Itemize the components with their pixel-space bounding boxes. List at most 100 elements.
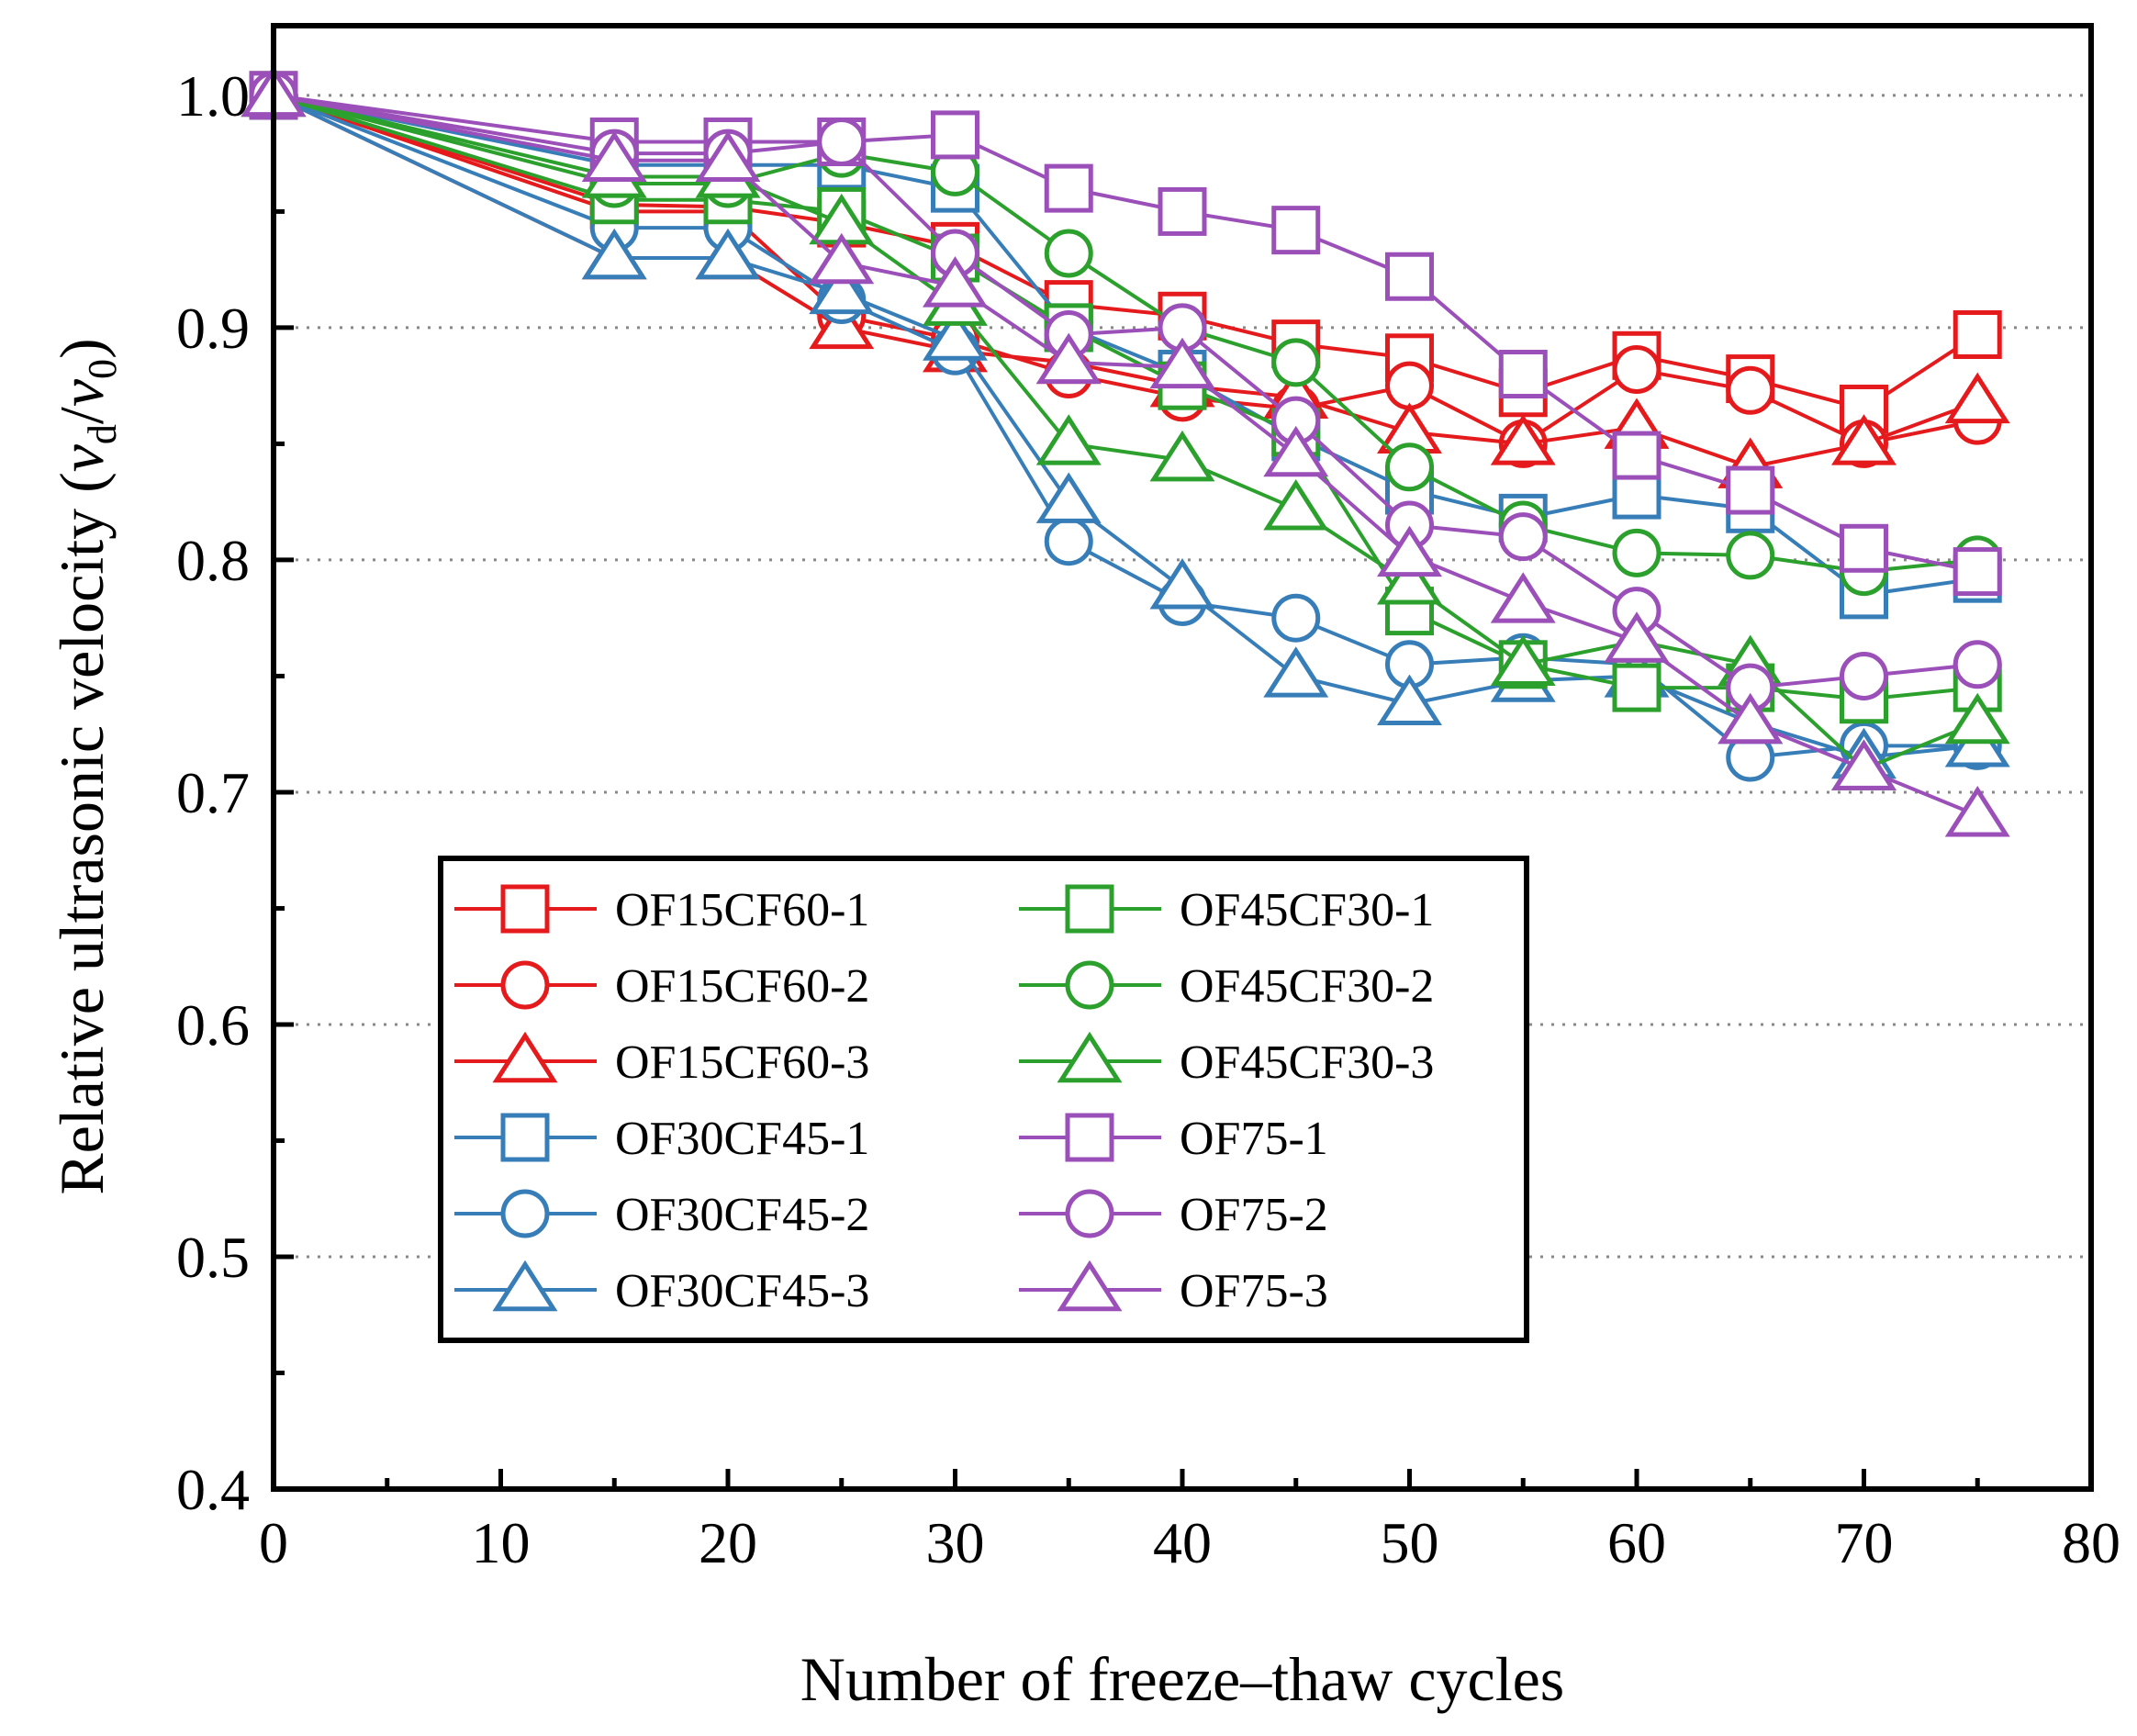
legend-label-OF75-3: OF75-3: [1180, 1265, 1328, 1317]
y-tick-label-3: 0.7: [176, 760, 250, 825]
legend-label-OF75-1: OF75-1: [1180, 1113, 1328, 1165]
series-OF75-3: [241, 65, 2010, 837]
x-tick-label-8: 80: [2062, 1510, 2120, 1575]
data-point-OF75-1-75: [1952, 547, 2002, 597]
data-point-OF75-3-60: [1604, 611, 1670, 663]
y-tick-label-4: 0.8: [176, 528, 250, 593]
data-point-OF45CF30-3-75: [1944, 692, 2010, 745]
legend-marker-OF45CF30-2: [1065, 960, 1114, 1010]
data-point-OF45CF30-2-50: [1385, 442, 1434, 492]
legend-label-OF30CF45-3: OF30CF45-3: [615, 1265, 869, 1317]
legend-label-OF15CF60-1: OF15CF60-1: [615, 884, 869, 936]
legend-marker-OF75-3: [1057, 1260, 1123, 1312]
axis-ticks: [271, 93, 2094, 1492]
data-point-OF75-1-60: [1612, 431, 1661, 480]
legend-label-OF15CF60-3: OF15CF60-3: [615, 1036, 869, 1089]
data-point-OF75-2-25: [817, 118, 867, 167]
data-point-OF75-3-75: [1944, 786, 2010, 837]
y-axis-title-den-var: v: [47, 378, 117, 407]
legend-marker-OF75-2: [1065, 1189, 1114, 1238]
y-axis-title-suffix: ): [47, 338, 117, 359]
legend-item-OF30CF45-1: OF30CF45-1: [454, 1113, 869, 1165]
data-point-OF45CF30-1-60: [1612, 663, 1661, 712]
data-point-OF45CF30-3-35: [1035, 414, 1102, 465]
data-point-OF75-3-35: [1035, 332, 1102, 385]
y-tick-label-1: 0.5: [176, 1225, 250, 1290]
data-point-OF75-1-45: [1271, 206, 1321, 255]
data-point-OF15CF60-2-60: [1612, 344, 1661, 394]
legend-label-OF45CF30-3: OF45CF30-3: [1180, 1036, 1434, 1089]
legend-marker-OF45CF30-3: [1057, 1031, 1123, 1083]
data-point-OF45CF30-2-45: [1271, 338, 1321, 387]
data-point-OF75-2-55: [1498, 512, 1548, 562]
y-axis-title-slash: /: [47, 407, 117, 424]
data-point-OF30CF45-3-20: [695, 228, 761, 280]
data-point-OF75-3-15: [581, 130, 647, 182]
legend-marker-OF45CF30-1: [1065, 884, 1114, 934]
y-axis-title: Relative ultrasonic velocity (vd/v0): [47, 338, 125, 1194]
x-tick-label-4: 40: [1153, 1510, 1212, 1575]
data-point-OF30CF45-3-15: [581, 228, 647, 280]
data-point-OF45CF30-3-45: [1263, 479, 1329, 531]
data-point-OF75-3-70: [1831, 739, 1896, 790]
legend-label-OF30CF45-1: OF30CF45-1: [615, 1113, 869, 1165]
legend-item-OF45CF30-3: OF45CF30-3: [1019, 1031, 1434, 1089]
data-point-OF75-3-40: [1149, 337, 1215, 389]
x-axis-title: Number of freeze–thaw cycles: [800, 1644, 1565, 1714]
data-point-OF75-3-25: [809, 232, 875, 285]
data-point-OF30CF45-3-45: [1263, 646, 1329, 698]
series-layer: [241, 65, 2010, 837]
data-point-OF75-1-55: [1498, 350, 1548, 399]
y-axis-title-prefix: Relative ultrasonic velocity (: [47, 472, 117, 1194]
x-tick-label-6: 60: [1607, 1510, 1666, 1575]
legend-marker-OF30CF45-2: [500, 1189, 550, 1238]
legend-item-OF30CF45-2: OF30CF45-2: [454, 1189, 869, 1241]
data-point-OF75-1-40: [1158, 186, 1207, 236]
x-tick-label-1: 10: [472, 1510, 531, 1575]
y-tick-label-5: 0.9: [176, 296, 250, 361]
legend-item-OF75-2: OF75-2: [1019, 1189, 1328, 1241]
data-point-OF15CF60-3-25: [809, 297, 875, 350]
y-axis-title-num-var: v: [47, 443, 117, 472]
legend-marker-OF30CF45-3: [492, 1260, 558, 1312]
legend-marker-OF15CF60-3: [492, 1031, 558, 1083]
legend-label-OF75-2: OF75-2: [1180, 1189, 1328, 1241]
legend-item-OF75-1: OF75-1: [1019, 1113, 1328, 1165]
data-point-OF45CF30-3-50: [1377, 554, 1442, 605]
data-point-OF75-3-30: [923, 256, 988, 308]
data-point-OF45CF30-2-35: [1044, 229, 1093, 278]
data-point-OF75-3-20: [695, 130, 761, 182]
data-point-OF15CF60-2-50: [1385, 361, 1434, 410]
data-point-OF45CF30-3-55: [1490, 634, 1556, 686]
data-point-OF15CF60-3-70: [1831, 414, 1896, 465]
x-tick-label-5: 50: [1381, 1510, 1439, 1575]
y-axis-title-num-sub: d: [80, 424, 125, 444]
y-axis-title-den-sub: 0: [80, 359, 125, 379]
data-point-OF15CF60-1-70: [1840, 384, 1888, 433]
legend-item-OF45CF30-1: OF45CF30-1: [1019, 884, 1434, 936]
data-point-OF30CF45-3-50: [1377, 674, 1442, 726]
legend-marker-OF75-1: [1065, 1113, 1114, 1162]
data-point-OF75-3-65: [1717, 692, 1784, 745]
x-tick-label-0: 0: [259, 1510, 288, 1575]
data-point-OF75-1-30: [931, 110, 979, 160]
data-point-OF75-1-65: [1726, 465, 1775, 515]
legend-item-OF15CF60-1: OF15CF60-1: [454, 884, 869, 936]
legend-marker-OF30CF45-1: [500, 1113, 550, 1162]
legend-label-OF45CF30-2: OF45CF30-2: [1180, 960, 1434, 1013]
data-point-OF45CF30-2-60: [1612, 528, 1661, 577]
data-point-OF15CF60-3-75: [1944, 372, 2010, 424]
legend-label-OF15CF60-2: OF15CF60-2: [615, 960, 869, 1013]
legend-item-OF45CF30-2: OF45CF30-2: [1019, 960, 1434, 1013]
y-tick-label-0: 0.4: [176, 1457, 250, 1522]
legend-marker-OF15CF60-1: [500, 884, 550, 934]
data-point-OF45CF30-2-65: [1726, 531, 1775, 580]
data-point-OF75-1-50: [1385, 252, 1434, 301]
data-point-OF75-2-70: [1840, 651, 1888, 700]
x-tick-label-7: 70: [1835, 1510, 1894, 1575]
data-point-OF30CF45-3-35: [1035, 472, 1102, 523]
data-point-OF45CF30-3-40: [1149, 430, 1215, 482]
data-point-OF30CF45-3-40: [1149, 558, 1215, 610]
data-point-OF75-1-35: [1044, 163, 1093, 213]
